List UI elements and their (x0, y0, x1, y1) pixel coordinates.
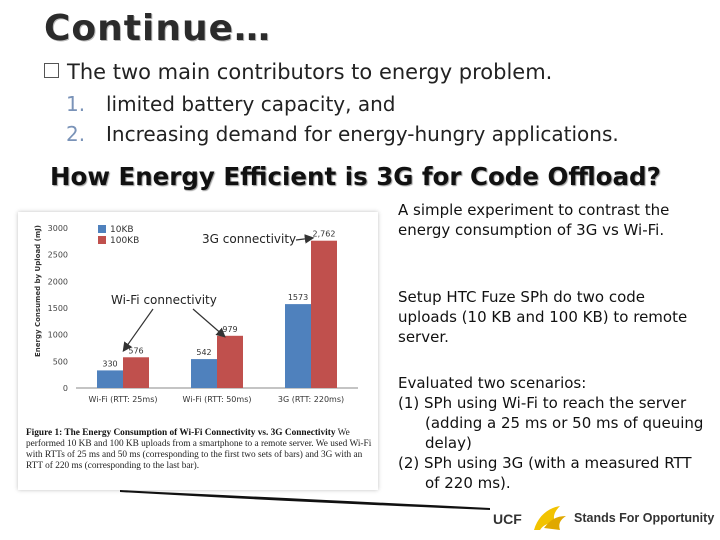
scenario-item: (2) SPh using 3G (with a measured RTT of… (398, 454, 692, 492)
x-tick-label: 3G (RTT: 220ms) (278, 395, 344, 404)
list-item: 1. limited battery capacity, and (66, 92, 619, 122)
figure: 0 500 1000 1500 2000 2500 3000 Wi-Fi (RTT: 25ms… (18, 212, 378, 490)
bar-10kb (191, 359, 217, 388)
figure-caption: Figure 1: The Energy Consumption of Wi-F… (26, 428, 372, 472)
annotation-wifi: Wi-Fi connectivity (111, 293, 217, 307)
intro-paragraph: A simple experiment to contrast the ener… (398, 201, 670, 239)
y-tick-label: 1500 (48, 304, 68, 313)
list-item-text: Increasing demand for energy-hungry appl… (106, 122, 619, 146)
section-heading: How Energy Efficient is 3G for Code Offl… (50, 162, 661, 191)
bullet-point: The two main contributors to energy prob… (44, 60, 552, 84)
bar-100kb (217, 335, 243, 388)
data-label: 2,762 (313, 230, 336, 239)
legend-swatch (98, 236, 106, 244)
footer-tagline: Stands For Opportunity (574, 511, 715, 525)
arrow-wifi-left (122, 308, 154, 352)
data-label: 576 (128, 346, 143, 355)
y-tick-label: 2000 (48, 277, 68, 286)
x-tick-label: Wi-Fi (RTT: 25ms) (89, 395, 158, 404)
scenario-item: (1) SPh using Wi-Fi to reach the server … (398, 394, 704, 452)
list-number: 2. (66, 122, 86, 146)
setup-paragraph: Setup HTC Fuze SPh do two code uploads (… (398, 288, 688, 346)
bar-10kb (97, 370, 123, 388)
bar-chart: 0 500 1000 1500 2000 2500 3000 Wi-Fi (RTT: 25ms… (34, 224, 358, 404)
legend-label: 10KB (110, 225, 134, 235)
list-item: 2. Increasing demand for energy-hungry ap… (66, 122, 619, 152)
bar-100kb (123, 357, 149, 388)
legend-swatch (98, 225, 106, 233)
data-label: 542 (196, 348, 211, 357)
y-tick-label: 2500 (48, 251, 68, 260)
legend-label: 100KB (110, 236, 139, 246)
y-tick-label: 0 (63, 384, 68, 393)
y-tick-label: 3000 (48, 224, 68, 233)
pegasus-logo-icon (534, 506, 566, 530)
bar-10kb (285, 304, 311, 388)
footer-swoosh (120, 490, 490, 510)
arrow-3g (295, 234, 315, 244)
scenarios-intro: Evaluated two scenarios: (398, 374, 587, 392)
slide-title: Continue… (44, 8, 272, 49)
checkbox-bullet-icon (44, 63, 59, 78)
caption-body: We performed 10 KB and 100 KB uploads fr… (26, 428, 372, 471)
arrow-wifi-right (192, 308, 226, 338)
y-tick-label: 1000 (48, 331, 68, 340)
x-tick-label: Wi-Fi (RTT: 50ms) (183, 395, 252, 404)
data-label: 1573 (288, 293, 308, 302)
caption-title: Figure 1: The Energy Consumption of Wi-F… (26, 428, 336, 438)
list-number: 1. (66, 92, 86, 116)
bar-100kb (311, 240, 337, 388)
footer-logo-text: UCF (493, 511, 522, 527)
annotation-3g: 3G connectivity (202, 232, 296, 246)
scenarios-block: Evaluated two scenarios: (1) SPh using W… (398, 373, 708, 493)
list-item-text: limited battery capacity, and (106, 92, 396, 116)
bullet-text: The two main contributors to energy prob… (67, 60, 553, 84)
y-tick-label: 500 (53, 357, 68, 366)
y-axis-label: Energy Consumed by Upload (mJ) (34, 225, 42, 357)
data-label: 330 (102, 359, 117, 368)
numbered-list: 1. limited battery capacity, and 2. Increa… (66, 92, 619, 152)
data-label: 979 (222, 325, 237, 334)
